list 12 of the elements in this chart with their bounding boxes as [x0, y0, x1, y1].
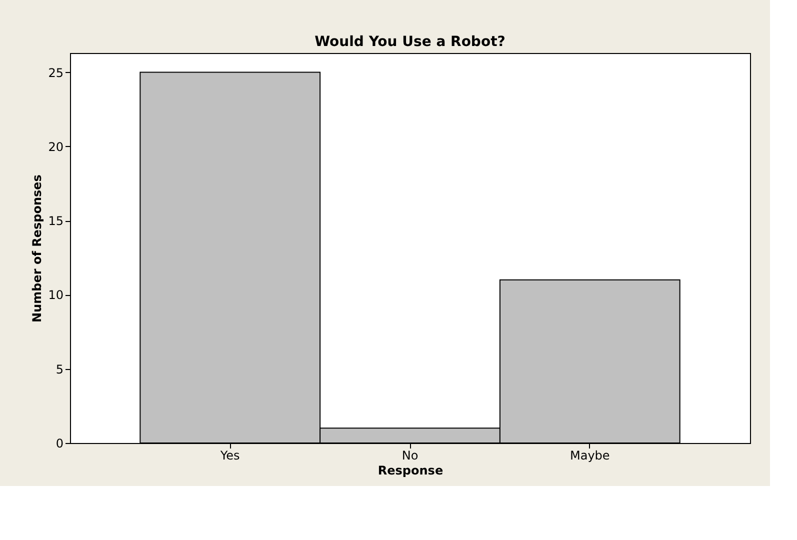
y-axis-title: Number of Responses [30, 174, 44, 322]
y-tick-label: 10 [48, 288, 64, 302]
y-tick-label: 20 [48, 140, 64, 154]
x-tick-label: No [402, 448, 418, 462]
y-tick-label: 5 [56, 362, 64, 376]
x-tick-label: Yes [219, 448, 240, 462]
x-axis-title: Response [378, 464, 444, 478]
chart-title: Would You Use a Robot? [314, 34, 506, 50]
x-tick-label: Maybe [570, 448, 610, 462]
y-tick-label: 15 [48, 214, 64, 228]
y-tick-label: 0 [56, 436, 64, 450]
y-tick-label: 25 [48, 66, 64, 80]
